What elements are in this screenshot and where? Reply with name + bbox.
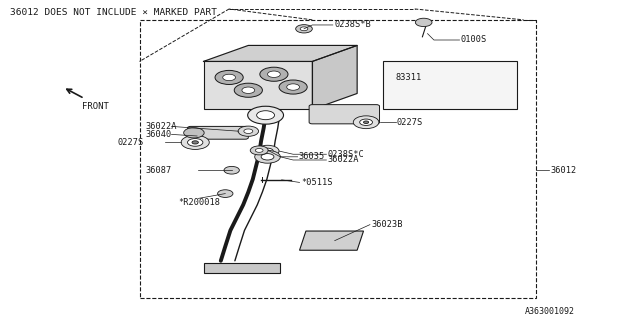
Circle shape [181, 135, 209, 149]
Text: 0227S: 0227S [397, 118, 423, 127]
Circle shape [218, 190, 233, 197]
Bar [140, 20, 536, 298]
Text: 36022A: 36022A [328, 156, 359, 164]
Circle shape [287, 84, 300, 90]
Text: *0511S: *0511S [301, 178, 332, 187]
Bar [383, 61, 517, 109]
Circle shape [188, 139, 203, 146]
Circle shape [262, 148, 273, 154]
Circle shape [261, 154, 274, 160]
Circle shape [296, 25, 312, 33]
Text: 36087: 36087 [146, 166, 172, 175]
Text: 0238S*C: 0238S*C [328, 150, 364, 159]
Circle shape [250, 146, 268, 155]
Circle shape [238, 126, 259, 136]
Circle shape [224, 166, 239, 174]
Circle shape [300, 27, 308, 31]
Text: 36040: 36040 [146, 130, 172, 139]
Circle shape [234, 83, 262, 97]
Text: 36012: 36012 [550, 166, 577, 175]
Circle shape [260, 67, 288, 81]
Circle shape [353, 116, 379, 129]
Circle shape [257, 111, 275, 120]
Text: 83311: 83311 [396, 73, 422, 82]
Circle shape [268, 71, 280, 77]
Text: 36012 DOES NOT INCLUDE × MARKED PART: 36012 DOES NOT INCLUDE × MARKED PART [10, 8, 216, 17]
Text: FRONT: FRONT [82, 102, 109, 111]
Circle shape [244, 129, 253, 133]
Circle shape [279, 80, 307, 94]
Polygon shape [204, 61, 312, 109]
Text: A363001092: A363001092 [525, 307, 575, 316]
Text: *R200018: *R200018 [178, 198, 220, 207]
Polygon shape [204, 45, 357, 61]
Text: 36035: 36035 [299, 152, 325, 161]
Circle shape [242, 87, 255, 93]
Text: 0227S: 0227S [118, 138, 144, 147]
Circle shape [255, 150, 280, 163]
Polygon shape [312, 45, 357, 109]
Text: 36022A: 36022A [146, 122, 177, 131]
Circle shape [256, 145, 279, 157]
Circle shape [223, 74, 236, 81]
FancyBboxPatch shape [309, 105, 380, 124]
Text: 36023B: 36023B [371, 220, 403, 229]
Circle shape [215, 70, 243, 84]
FancyBboxPatch shape [188, 126, 248, 139]
Circle shape [364, 121, 369, 124]
Circle shape [248, 106, 284, 124]
Text: 0100S: 0100S [461, 36, 487, 44]
Circle shape [360, 119, 372, 125]
Polygon shape [300, 231, 364, 250]
Circle shape [192, 141, 198, 144]
Polygon shape [204, 263, 280, 273]
Text: 0238S*B: 0238S*B [334, 20, 371, 29]
Circle shape [184, 128, 204, 138]
Circle shape [255, 148, 263, 152]
Circle shape [415, 18, 432, 27]
